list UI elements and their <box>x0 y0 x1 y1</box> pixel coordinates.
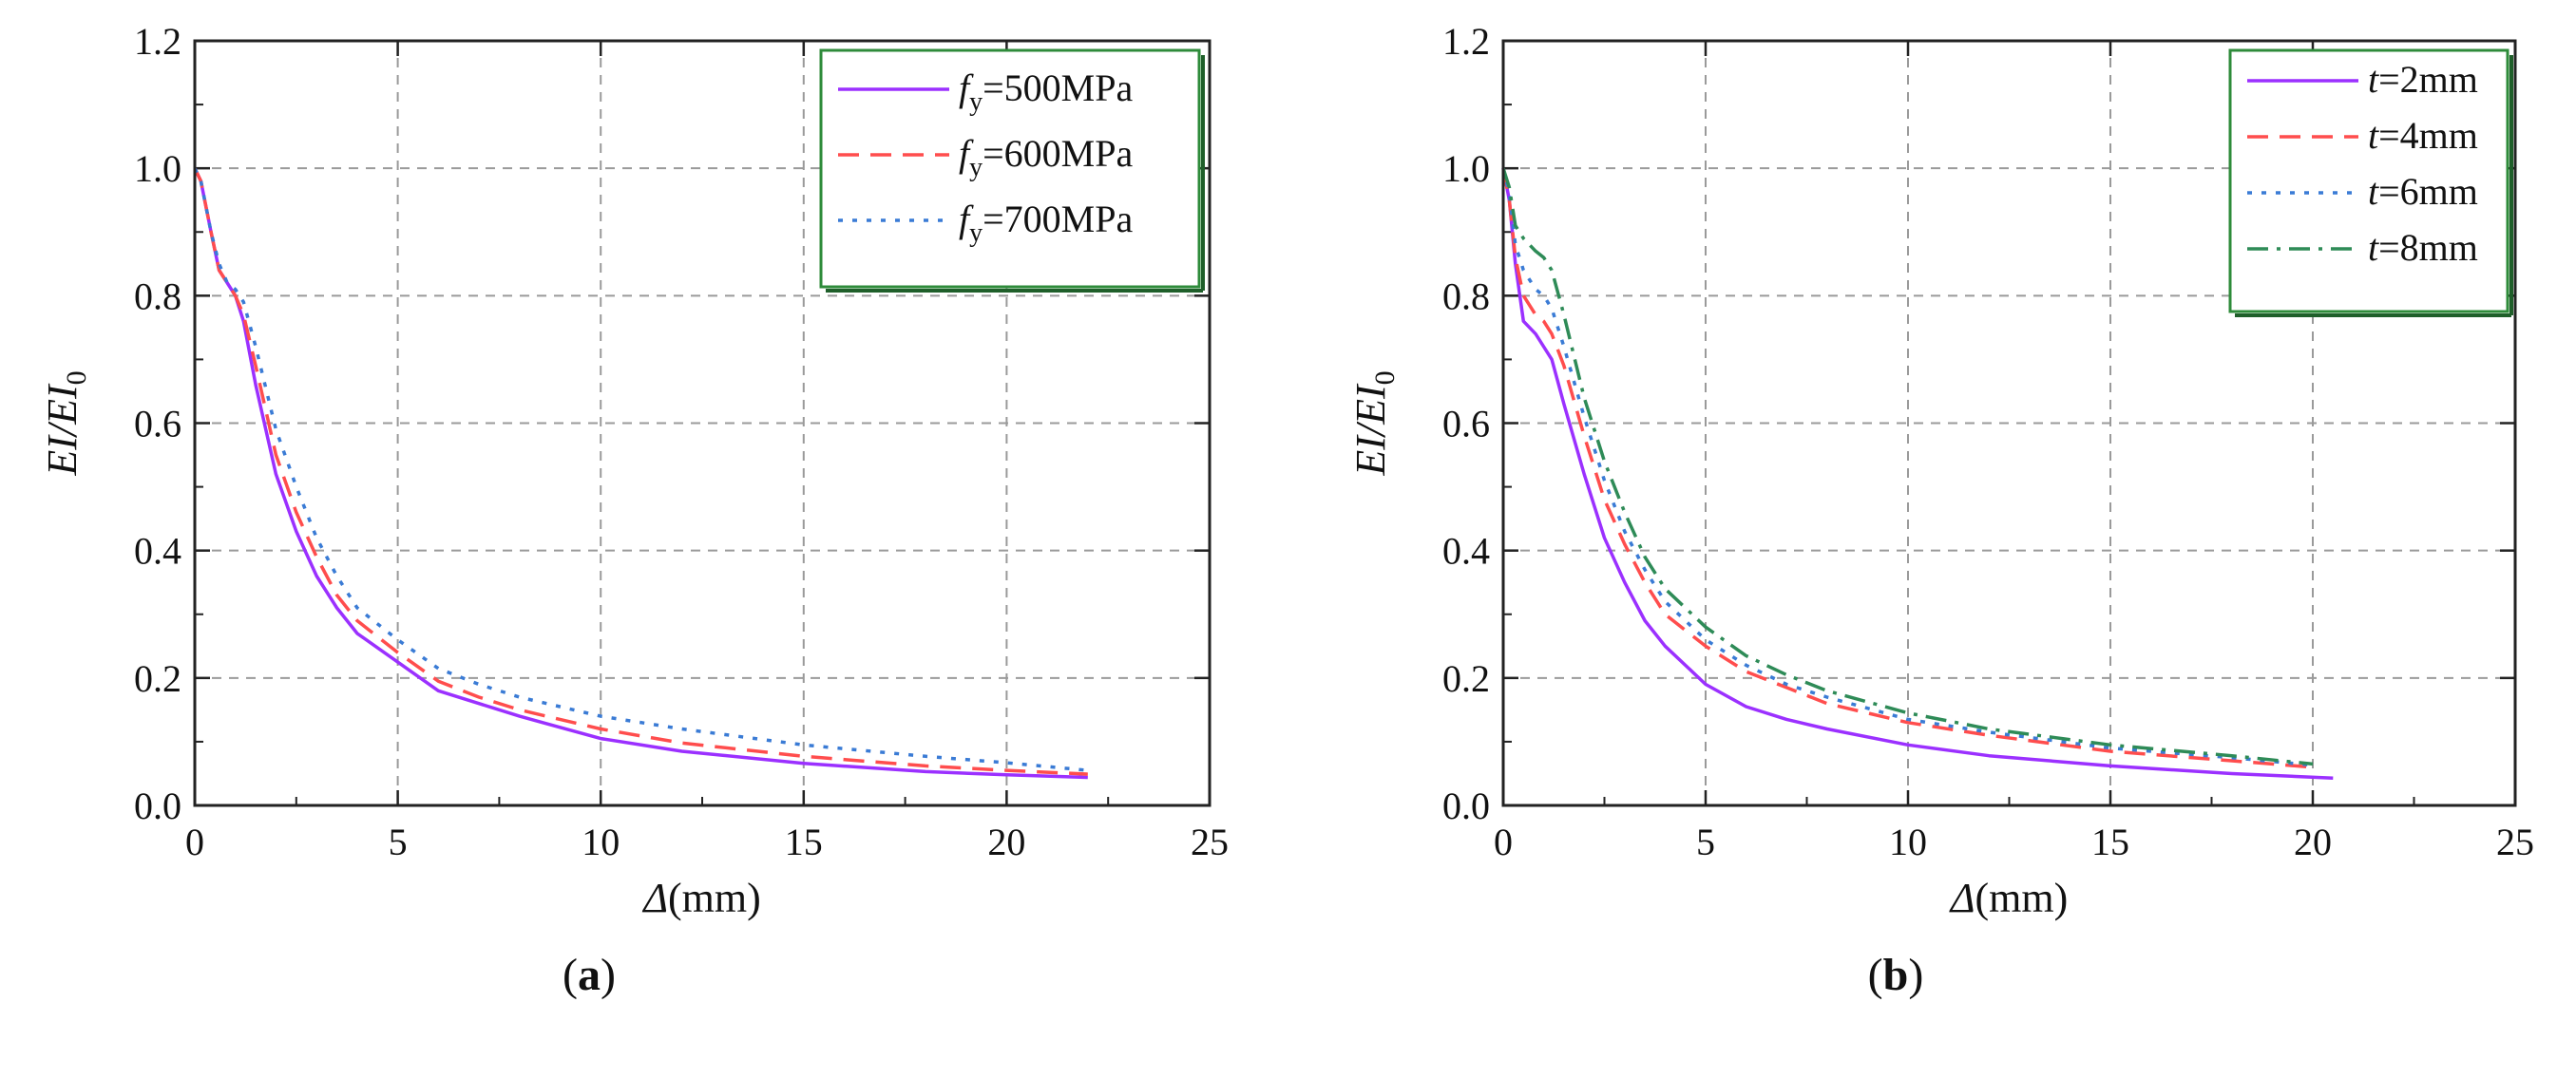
y-tick-label: 0.2 <box>1442 657 1490 700</box>
y-tick-label: 0.8 <box>134 274 181 317</box>
legend-label-3: fy=700MPa <box>959 198 1133 248</box>
legend-value: =2mm <box>2378 58 2478 101</box>
legend-value: =8mm <box>2378 226 2478 269</box>
caption-paren: ( <box>563 950 578 1000</box>
legend-symbol: t <box>2368 170 2379 213</box>
legend-label-1: t=2mm <box>2368 58 2478 101</box>
legend-label-2: fy=600MPa <box>959 132 1133 182</box>
series-line-1 <box>1501 167 2334 780</box>
legend-value: =6mm <box>2378 170 2478 213</box>
y-tick-label: 1.2 <box>1442 20 1490 63</box>
x-tick-label: 0 <box>185 821 204 863</box>
y-tick-label: 1.0 <box>1442 147 1490 190</box>
legend-symbol: t <box>2368 114 2379 157</box>
x-tick-label: 20 <box>987 821 1025 863</box>
legend-value: =500MPa <box>983 66 1133 109</box>
x-axis-unit: (mm) <box>1975 875 2069 921</box>
y-axis-title: EI/EI0 <box>1347 370 1401 476</box>
legend-box <box>2228 48 2509 313</box>
x-axis-symbol: Δ <box>1949 875 1975 921</box>
caption-paren: ) <box>1908 950 1923 1000</box>
legend-label-1: fy=500MPa <box>959 66 1133 117</box>
x-tick-label: 20 <box>2294 821 2332 863</box>
legend-subscript: y <box>969 218 983 248</box>
y-tick-label: 0.8 <box>1442 274 1490 317</box>
legend-value: =600MPa <box>983 132 1133 175</box>
legend-subscript: y <box>969 153 983 182</box>
y-axis-subscript: 0 <box>1369 370 1401 385</box>
series-line-4 <box>1501 167 2314 766</box>
legend-value: =700MPa <box>983 198 1133 240</box>
y-tick-label: 0.0 <box>1442 785 1490 827</box>
x-tick-label: 5 <box>1696 821 1715 863</box>
legend-symbol: t <box>2368 58 2379 101</box>
legend-symbol: t <box>2368 226 2379 269</box>
plot-frame <box>193 39 1212 807</box>
legend-value: =4mm <box>2378 114 2478 157</box>
series-line-3 <box>1501 167 2314 767</box>
y-tick-label: 0.0 <box>134 785 181 827</box>
x-axis-title: Δ(mm) <box>1949 875 2069 921</box>
legend-subscript: y <box>969 87 983 117</box>
x-tick-label: 10 <box>582 821 620 863</box>
y-tick-label: 1.0 <box>134 147 181 190</box>
panel-caption: (b) <box>1868 950 1924 1000</box>
legend: fy=500MPa fy=600MPa fy=700MPa <box>819 48 1205 293</box>
x-tick-label: 25 <box>2496 821 2534 863</box>
caption-paren: ) <box>601 950 616 1000</box>
y-tick-label: 0.2 <box>134 657 181 700</box>
chart-panel-b: 0 5 10 15 20 25 0.0 0.2 0.4 0.6 0.8 1.0 1.2 Δ(mm) EI/E… <box>1347 20 2534 1000</box>
x-tick-label: 10 <box>1889 821 1927 863</box>
chart-panel-a: 0 5 10 15 20 25 0.0 0.2 0.4 0.6 0.8 1.0 1.2 Δ(mm) EI/E… <box>39 20 1229 1000</box>
legend-label-3: t=6mm <box>2368 170 2478 213</box>
x-tick-label: 5 <box>389 821 408 863</box>
y-axis-title: EI/EI0 <box>39 370 92 476</box>
y-tick-label: 0.4 <box>134 530 181 573</box>
y-axis-symbol: EI/EI <box>39 383 86 477</box>
x-axis-unit: (mm) <box>668 875 761 921</box>
panel-caption: (a) <box>563 950 616 1000</box>
plot-frame <box>1501 39 2517 807</box>
x-tick-label: 25 <box>1191 821 1229 863</box>
series-line-2 <box>1501 167 2314 769</box>
caption-letter: b <box>1883 950 1909 1000</box>
legend-label-4: t=8mm <box>2368 226 2478 269</box>
y-axis-subscript: 0 <box>61 370 92 385</box>
y-tick-label: 0.4 <box>1442 530 1490 573</box>
y-tick-label: 0.6 <box>134 403 181 445</box>
caption-paren: ( <box>1868 950 1883 1000</box>
y-tick-label: 0.6 <box>1442 403 1490 445</box>
x-tick-label: 0 <box>1494 821 1513 863</box>
y-tick-label: 1.2 <box>134 20 181 63</box>
x-tick-label: 15 <box>785 821 823 863</box>
x-axis-title: Δ(mm) <box>641 875 761 921</box>
legend-label-2: t=4mm <box>2368 114 2478 157</box>
x-axis-symbol: Δ <box>641 875 668 921</box>
x-tick-label: 15 <box>2091 821 2129 863</box>
caption-letter: a <box>578 950 601 1000</box>
y-axis-symbol: EI/EI <box>1347 383 1394 477</box>
